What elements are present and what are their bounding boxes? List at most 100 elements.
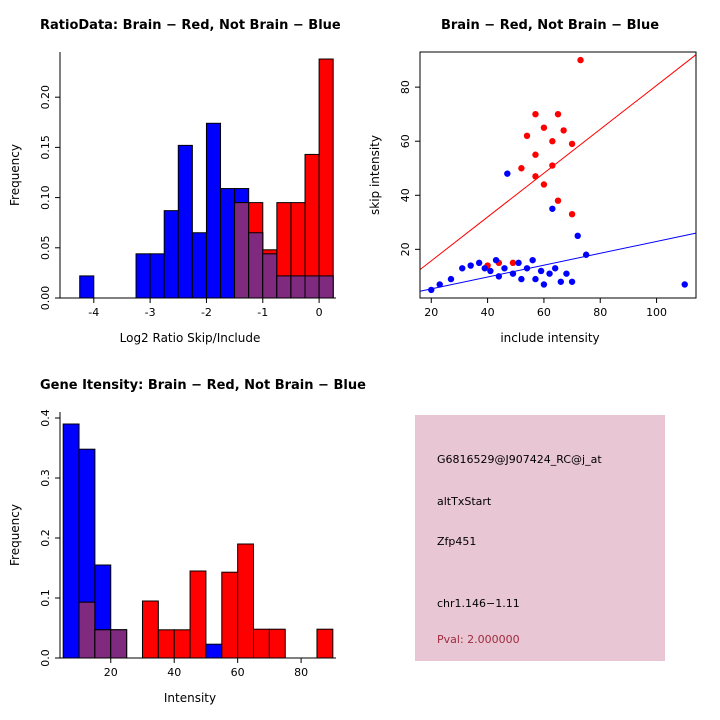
data-point-not-brain xyxy=(509,270,517,277)
hist-bar-not-brain xyxy=(62,423,80,659)
hist-bar-not-brain xyxy=(79,275,95,299)
scatter-title: Brain − Red, Not Brain − Blue xyxy=(440,18,660,33)
y-tick-label: 0.3 xyxy=(39,469,52,487)
event-type-text: altTxStart xyxy=(437,495,492,508)
trend-line-brain xyxy=(419,54,697,271)
data-point-brain xyxy=(549,138,556,145)
data-point-not-brain xyxy=(568,278,576,285)
data-point-not-brain xyxy=(447,275,455,283)
data-point-not-brain xyxy=(551,265,559,272)
location-text: chr1.146−1.11 xyxy=(437,597,520,610)
gene-histogram-title: Gene Itensity: Brain − Red, Not Brain − … xyxy=(40,378,366,393)
data-point-brain xyxy=(532,151,539,158)
data-point-not-brain xyxy=(501,265,508,272)
x-tick-label: 0 xyxy=(316,306,323,319)
hist-bar-not-brain xyxy=(205,122,222,299)
hist-bar-overlap xyxy=(262,253,278,299)
x-tick-label: 80 xyxy=(294,666,308,679)
data-point-brain xyxy=(532,173,539,180)
x-tick-label: 100 xyxy=(646,306,667,319)
data-point-not-brain xyxy=(563,270,570,277)
hist-bar-not-brain xyxy=(220,188,236,299)
data-point-not-brain xyxy=(532,275,539,283)
x-tick-label: -2 xyxy=(201,306,212,319)
data-point-brain xyxy=(554,110,562,118)
hist-bar-overlap xyxy=(234,202,250,299)
data-point-not-brain xyxy=(459,265,466,272)
y-tick-label: 60 xyxy=(399,134,412,148)
data-point-not-brain xyxy=(504,170,511,177)
y-tick-label: 0.20 xyxy=(39,85,52,110)
data-point-brain xyxy=(532,110,539,118)
hist-bar-not-brain xyxy=(191,232,207,299)
data-point-brain xyxy=(577,56,584,64)
x-tick-label: 40 xyxy=(481,306,495,319)
y-tick-label: 0.05 xyxy=(39,236,52,260)
hist-bar-overlap xyxy=(94,629,112,659)
x-tick-label: 80 xyxy=(593,306,607,319)
x-tick-label: 20 xyxy=(104,666,118,679)
hist-bar-overlap xyxy=(248,232,264,299)
ratio-histogram-xlabel: Log2 Ratio Skip/Include xyxy=(119,331,261,345)
data-point-not-brain xyxy=(428,286,435,294)
data-point-not-brain xyxy=(549,205,556,212)
y-tick-label: 0.00 xyxy=(39,286,52,311)
data-point-not-brain xyxy=(487,267,494,275)
hist-bar-not-brain xyxy=(163,210,179,299)
plot-box xyxy=(419,51,697,299)
panel-gene-info: G6816529@J907424_RC@j_at altTxStart Zfp4… xyxy=(360,360,720,720)
data-point-brain xyxy=(560,127,567,134)
data-point-not-brain xyxy=(540,281,548,288)
data-point-not-brain xyxy=(467,262,474,269)
hist-bar-brain xyxy=(157,629,175,659)
data-point-brain xyxy=(568,210,576,218)
hist-bar-not-brain xyxy=(205,643,223,659)
probe-id-text: G6816529@J907424_RC@j_at xyxy=(437,453,602,466)
y-tick-label: 0.1 xyxy=(39,589,52,607)
hist-bar-not-brain xyxy=(135,253,151,299)
hist-bar-not-brain xyxy=(177,144,193,299)
hist-bar-not-brain xyxy=(149,253,165,299)
panel-ratio-histogram: RatioData: Brain − Red, Not Brain − Blue… xyxy=(0,0,360,360)
x-tick-label: 20 xyxy=(424,306,438,319)
data-point-not-brain xyxy=(523,265,531,272)
gene-name-text: Zfp451 xyxy=(437,535,477,548)
gene-histogram-xlabel: Intensity xyxy=(163,691,217,705)
hist-bar-overlap xyxy=(276,275,292,299)
gene-info-box: G6816529@J907424_RC@j_at altTxStart Zfp4… xyxy=(415,415,665,661)
data-point-not-brain xyxy=(546,270,553,277)
y-tick-label: 20 xyxy=(399,242,412,256)
data-point-brain xyxy=(554,197,562,204)
x-tick-label: -1 xyxy=(257,306,268,319)
y-tick-label: 0.15 xyxy=(39,135,52,160)
hist-bar-brain xyxy=(237,543,255,659)
data-point-not-brain xyxy=(681,281,688,288)
y-tick-label: 80 xyxy=(399,80,412,94)
data-point-brain xyxy=(540,124,548,131)
data-point-not-brain xyxy=(492,256,500,264)
data-point-not-brain xyxy=(574,232,581,240)
data-point-not-brain xyxy=(537,267,545,275)
x-tick-label: 60 xyxy=(231,666,245,679)
data-point-not-brain xyxy=(515,259,522,267)
pval-text: Pval: 2.000000 xyxy=(437,633,520,646)
x-tick-label: -3 xyxy=(145,306,156,319)
y-tick-label: 0.0 xyxy=(39,649,52,667)
data-point-not-brain xyxy=(529,256,536,264)
hist-bar-brain xyxy=(253,628,270,659)
y-tick-label: 0.4 xyxy=(39,409,52,427)
x-tick-label: -4 xyxy=(88,306,99,319)
hist-bar-overlap xyxy=(304,275,320,299)
data-point-brain xyxy=(540,181,548,188)
intensity-scatter-plot: 20 40 60 80 100 20 40 60 80 xyxy=(399,51,697,319)
scatter-xlabel: include intensity xyxy=(500,331,600,345)
data-point-not-brain xyxy=(582,251,590,258)
hist-bar-brain xyxy=(141,600,159,659)
hist-bar-brain xyxy=(173,629,191,659)
data-point-brain xyxy=(518,165,525,172)
hist-bar-overlap xyxy=(110,629,128,659)
data-point-brain xyxy=(568,140,576,148)
hist-bar-overlap xyxy=(318,275,334,299)
ratio-histogram-plot: -4 -3 -2 -1 0 0.00 0.05 0.10 0.15 0.20 xyxy=(39,52,336,319)
